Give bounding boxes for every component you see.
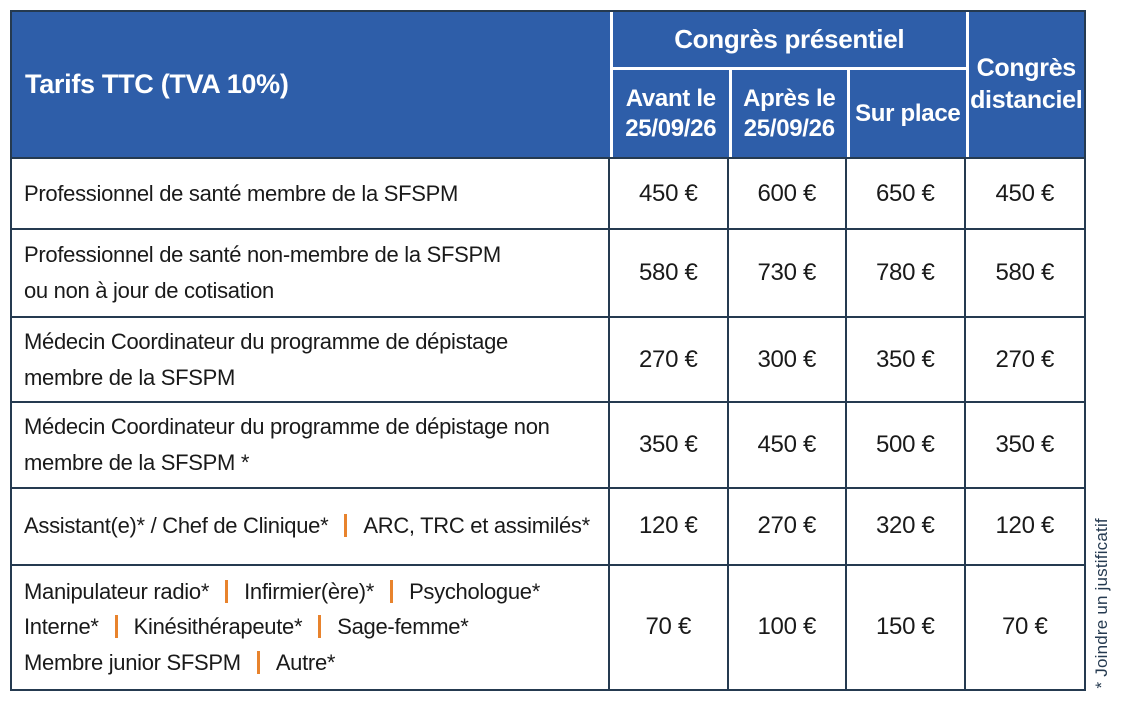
price-cell: 270 €: [610, 318, 729, 404]
table-header: Tarifs TTC (TVA 10%) Congrès présentiel …: [12, 12, 1084, 159]
distanciel-line2: distanciel: [970, 85, 1083, 114]
table-row: Médecin Coordinateur du programme de dép…: [12, 403, 1084, 489]
orange-separator-bar: [225, 579, 229, 603]
price-cell: 150 €: [847, 565, 966, 689]
price-cell: 500 €: [847, 403, 966, 489]
distanciel-line1: Congrès: [976, 54, 1077, 83]
row-label-segment: membre de la SFSPM: [24, 364, 236, 390]
row-label-line: Interne* Kinésithérapeute* Sage-femme*: [24, 609, 604, 645]
price-cell: 270 €: [965, 318, 1084, 404]
orange-separator-bar: [344, 514, 348, 538]
row-label: Manipulateur radio* Infirmier(ère)* Psycho…: [12, 565, 610, 689]
header-col-avant: Avant le 25/09/26: [610, 67, 729, 157]
row-label-segment: Médecin Coordinateur du programme de dép…: [24, 414, 550, 440]
row-label: Assistant(e)* / Chef de Clinique* ARC, TR…: [12, 488, 610, 566]
price-cell: 650 €: [847, 159, 966, 230]
orange-separator-bar: [390, 579, 394, 603]
table-row: Médecin Coordinateur du programme de dép…: [12, 318, 1084, 404]
col-surplace-line1: Sur place: [855, 99, 961, 127]
price-cell: 100 €: [729, 565, 847, 689]
row-label-segment: Interne*: [24, 614, 99, 640]
price-cell: 450 €: [610, 159, 729, 230]
col-avant-line1: Avant le: [625, 84, 716, 112]
price-cell: 730 €: [728, 230, 847, 318]
price-cell: 600 €: [728, 159, 847, 230]
row-label-line: Assistant(e)* / Chef de Clinique* ARC, TR…: [24, 508, 604, 544]
price-cell: 320 €: [847, 488, 966, 566]
price-cell: 780 €: [847, 230, 966, 318]
orange-separator-bar: [256, 650, 260, 674]
row-label-line: membre de la SFSPM *: [24, 445, 604, 481]
row-label-segment: Médecin Coordinateur du programme de dép…: [24, 329, 508, 354]
row-label-line: membre de la SFSPM: [24, 360, 604, 396]
row-label-line: ou non à jour de cotisation: [24, 273, 604, 309]
pricing-rows: Professionnel de santé membre de la SFSP…: [12, 159, 1084, 689]
price-cell: 580 €: [610, 230, 729, 318]
price-cell: 120 €: [610, 488, 729, 566]
price-cell: 580 €: [965, 230, 1084, 318]
row-label-segment: membre de la SFSPM *: [24, 449, 250, 475]
pricing-table: Tarifs TTC (TVA 10%) Congrès présentiel …: [10, 10, 1111, 691]
col-apres-line1: Après le: [743, 84, 836, 112]
row-label-segment: Assistant(e)* / Chef de Clinique*: [24, 513, 329, 539]
table-row: Professionnel de santé membre de la SFSP…: [12, 159, 1084, 230]
row-label-segment: ARC, TRC et assimilés*: [363, 513, 590, 539]
row-label-segment: Manipulateur radio*: [24, 578, 210, 604]
row-label: Médecin Coordinateur du programme de dép…: [12, 318, 610, 404]
row-label-line: Professionnel de santé non-membre de la …: [24, 237, 604, 273]
header-title-cell: Tarifs TTC (TVA 10%): [12, 12, 610, 157]
group-label: Congrès présentiel: [674, 24, 905, 54]
price-cell: 450 €: [965, 159, 1084, 230]
row-label-segment: Autre*: [275, 649, 336, 675]
col-avant-line2: 25/09/26: [625, 114, 717, 142]
row-label-segment: Membre junior SFSPM: [24, 649, 241, 675]
row-label-line: Professionnel de santé membre de la SFSP…: [24, 176, 604, 212]
row-label-line: Médecin Coordinateur du programme de dép…: [24, 409, 604, 445]
row-label: Médecin Coordinateur du programme de dép…: [12, 403, 610, 489]
header-group-presentiel: Congrès présentiel: [610, 12, 966, 67]
header-col-surplace: Sur place: [847, 67, 966, 157]
price-cell: 300 €: [728, 318, 847, 404]
price-cell: 70 €: [610, 565, 729, 689]
row-label-segment: Professionnel de santé non-membre de la …: [24, 242, 501, 268]
price-cell: 270 €: [728, 488, 847, 566]
row-label: Professionnel de santé membre de la SFSP…: [12, 159, 610, 230]
table-title: Tarifs TTC (TVA 10%): [25, 69, 289, 99]
price-cell: 350 €: [965, 403, 1084, 489]
orange-separator-bar: [318, 615, 322, 639]
price-cell: 350 €: [847, 318, 966, 404]
price-cell: 120 €: [965, 489, 1084, 566]
price-cell: 350 €: [610, 403, 729, 489]
row-label-line: Manipulateur radio* Infirmier(ère)* Psycho…: [24, 574, 604, 610]
col-apres-line2: 25/09/26: [743, 114, 835, 142]
table-row: Professionnel de santé non-membre de la …: [12, 230, 1084, 318]
header-col-apres: Après le 25/09/26: [728, 67, 847, 157]
orange-separator-bar: [114, 615, 118, 639]
row-label-segment: Psychologue*: [409, 578, 540, 604]
row-label-segment: Sage-femme*: [337, 614, 469, 640]
row-label-line: Médecin Coordinateur du programme de dép…: [24, 324, 604, 360]
table-row: Assistant(e)* / Chef de Clinique* ARC, TR…: [12, 488, 1084, 566]
row-label-line: Membre junior SFSPM Autre*: [24, 645, 604, 681]
row-label-segment: Professionnel de santé membre de la SFSP…: [24, 180, 459, 206]
row-label-segment: Kinésithérapeute*: [133, 614, 303, 640]
price-cell: 70 €: [1001, 613, 1048, 640]
footnote-justificatif: * Joindre un justificatif: [1092, 518, 1111, 689]
row-label: Professionnel de santé non-membre de la …: [12, 230, 610, 318]
price-cell: 450 €: [728, 403, 847, 489]
table-row: Manipulateur radio* Infirmier(ère)* Psycho…: [12, 565, 1084, 689]
header-col-distanciel: Congrès distanciel: [965, 12, 1085, 157]
row-label-segment: ou non à jour de cotisation: [24, 278, 274, 303]
row-label-segment: Infirmier(ère)*: [244, 578, 375, 604]
